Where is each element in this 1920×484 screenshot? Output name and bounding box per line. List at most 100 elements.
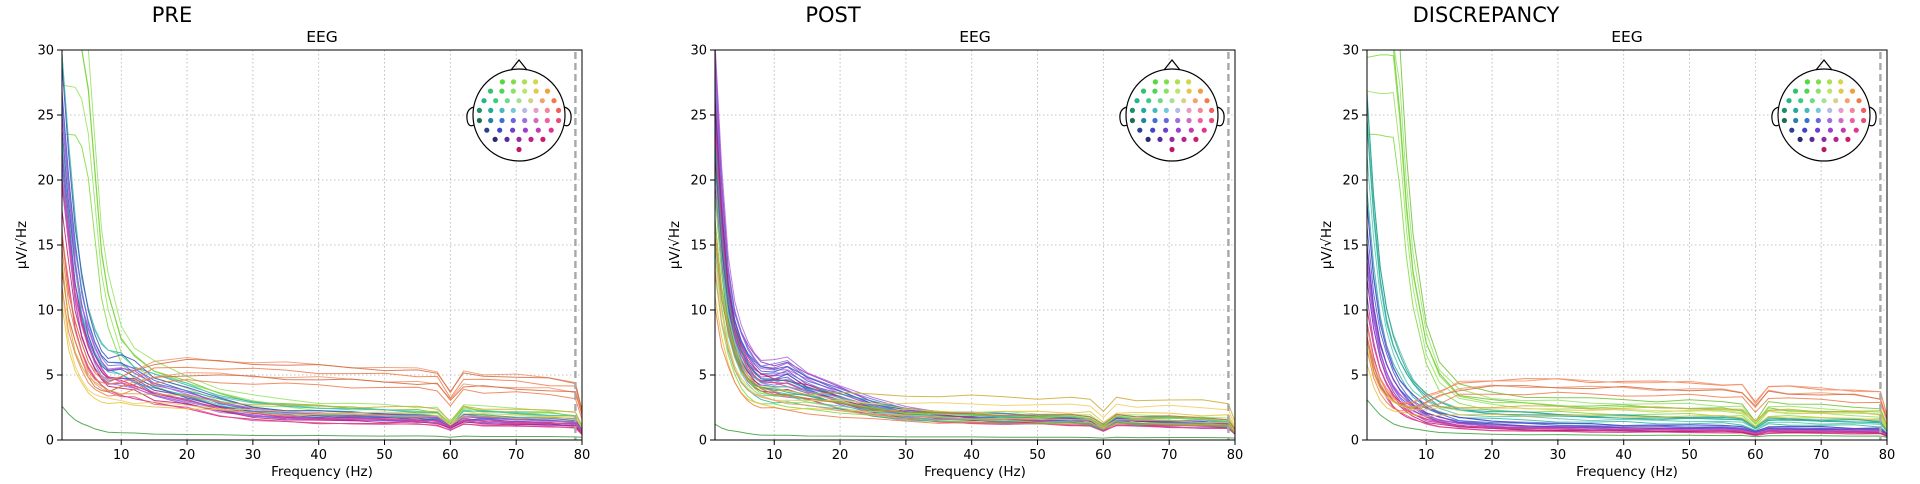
sensor-dot	[1856, 98, 1862, 104]
x-tick-label: 20	[832, 448, 849, 463]
psd-line	[1367, 399, 1887, 438]
psd-line	[62, 159, 582, 433]
sensor-head-icon	[1119, 59, 1225, 162]
sensor-dot	[1152, 107, 1158, 113]
head-left-ear	[466, 106, 475, 127]
psd-line	[1367, 346, 1887, 427]
sensor-dot	[1838, 107, 1844, 113]
sensor-dot	[510, 117, 516, 124]
sensor-dot	[1152, 117, 1158, 124]
axes-subtitle: EEG	[1611, 28, 1643, 46]
sensor-dot	[1134, 98, 1140, 104]
psd-line	[62, 210, 582, 434]
x-tick-label: 20	[179, 448, 196, 463]
psd-line	[715, 259, 1235, 426]
sensor-dot	[1849, 88, 1856, 94]
sensor-dot	[1838, 88, 1844, 94]
sensor-dot	[510, 79, 517, 85]
psd-line	[1367, 133, 1887, 430]
psd-line	[1367, 155, 1887, 432]
sensor-dot	[1821, 146, 1827, 153]
sensor-dot	[1789, 127, 1795, 133]
psd-line	[1367, 363, 1887, 431]
y-tick-label: 25	[37, 109, 54, 124]
x-tick-label: 50	[1681, 448, 1698, 463]
sensor-dot	[499, 88, 505, 94]
psd-line	[62, 238, 582, 435]
sensor-dot	[1786, 98, 1792, 104]
sensor-dot	[1849, 107, 1855, 113]
sensor-dot	[504, 98, 510, 104]
psd-line	[62, 114, 582, 432]
sensor-dot	[488, 107, 494, 113]
x-tick-label: 60	[442, 448, 459, 463]
panel-title: PRE	[152, 3, 193, 27]
sensor-dot	[544, 107, 550, 113]
psd-line	[715, 234, 1235, 430]
psd-line	[62, 236, 582, 435]
sensor-dot	[1845, 136, 1851, 142]
sensor-dot	[1129, 117, 1135, 124]
x-tick-label: 30	[245, 448, 262, 463]
psd-line	[62, 185, 582, 434]
psd-line	[715, 190, 1235, 435]
y-tick-label: 10	[690, 304, 707, 319]
sensor-dot	[1821, 136, 1827, 142]
y-tick-label: 0	[699, 434, 707, 449]
psd-line	[1367, 90, 1887, 430]
sensor-dot	[539, 98, 545, 104]
y-tick-label: 10	[37, 304, 54, 319]
sensor-dot	[1815, 88, 1821, 94]
sensor-dot	[540, 136, 546, 142]
psd-line	[715, 221, 1235, 431]
sensor-dot	[493, 98, 499, 104]
head-nose	[510, 59, 528, 71]
axes-subtitle: EEG	[959, 28, 991, 46]
sensor-dot	[528, 98, 534, 104]
sensor-dot	[1181, 136, 1187, 142]
sensor-dot	[1861, 107, 1867, 113]
psd-line	[1367, 118, 1887, 431]
sensor-dot	[1833, 136, 1839, 142]
sensor-dot	[1797, 136, 1803, 142]
sensor-dot	[1145, 136, 1151, 142]
y-tick-label: 25	[690, 109, 707, 124]
y-tick-label: 15	[37, 239, 54, 254]
psd-line	[1367, 226, 1887, 435]
sensor-dot	[1815, 79, 1822, 85]
psd-line	[62, 54, 582, 429]
panel-title: POST	[805, 3, 861, 27]
y-tick-label: 30	[37, 44, 54, 59]
psd-line	[62, 405, 582, 438]
psd-line	[62, 291, 582, 429]
psd-line	[715, 159, 1235, 435]
sensor-dot	[476, 117, 482, 124]
psd-line	[715, 269, 1235, 432]
sensor-dot	[522, 107, 528, 113]
sensor-dot	[1157, 136, 1163, 142]
sensor-dot	[521, 79, 528, 85]
sensor-dot	[1163, 79, 1170, 85]
sensor-dot	[1838, 79, 1844, 85]
sensor-dot	[1193, 136, 1199, 142]
sensor-head-icon	[466, 59, 572, 162]
psd-line	[81, 50, 582, 428]
sensor-dot	[487, 88, 494, 94]
sensor-dot	[556, 107, 562, 113]
sensor-dot	[1838, 117, 1844, 124]
x-tick-label: 10	[1418, 448, 1435, 463]
y-tick-label: 20	[1342, 174, 1359, 189]
sensor-dot	[1793, 117, 1799, 124]
sensor-dot	[1833, 98, 1839, 104]
sensor-dot	[499, 117, 505, 124]
x-tick-label: 40	[1615, 448, 1632, 463]
x-axis-label: Frequency (Hz)	[271, 464, 373, 480]
x-tick-label: 10	[113, 448, 130, 463]
axes-subtitle: EEG	[306, 28, 338, 46]
sensor-dot	[504, 136, 510, 142]
y-tick-label: 15	[690, 239, 707, 254]
sensor-dot	[1181, 98, 1187, 104]
sensor-dot	[1804, 88, 1810, 94]
y-tick-label: 10	[1342, 304, 1359, 319]
